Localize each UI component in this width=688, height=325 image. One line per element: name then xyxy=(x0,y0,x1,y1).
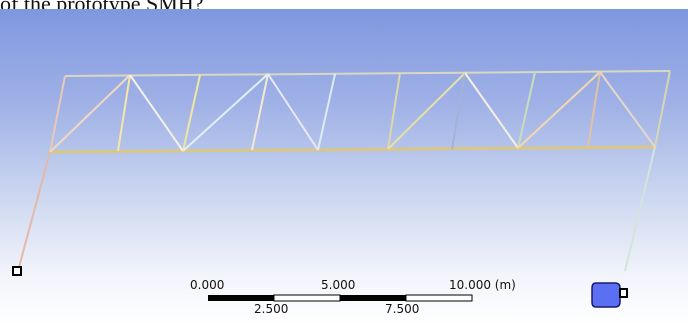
scale-label-0: 0.000 xyxy=(190,278,225,292)
viewport-background xyxy=(0,9,688,325)
scale-label-10: 10.000 (m) xyxy=(449,278,516,292)
boundary-node-icon[interactable] xyxy=(12,266,22,276)
truss-members xyxy=(17,70,671,272)
camera-axis-icon[interactable] xyxy=(591,282,628,308)
scale-bar xyxy=(208,294,473,302)
scale-label-7-5: 7.500 xyxy=(385,302,420,316)
caption-text: of the prototype SMH? xyxy=(0,0,688,11)
truss-model[interactable] xyxy=(0,9,688,325)
graphics-viewport[interactable]: 0.000 5.000 10.000 (m) 2.500 7.500 xyxy=(0,9,688,325)
scale-label-2-5: 2.500 xyxy=(254,302,289,316)
scale-label-5: 5.000 xyxy=(321,278,356,292)
